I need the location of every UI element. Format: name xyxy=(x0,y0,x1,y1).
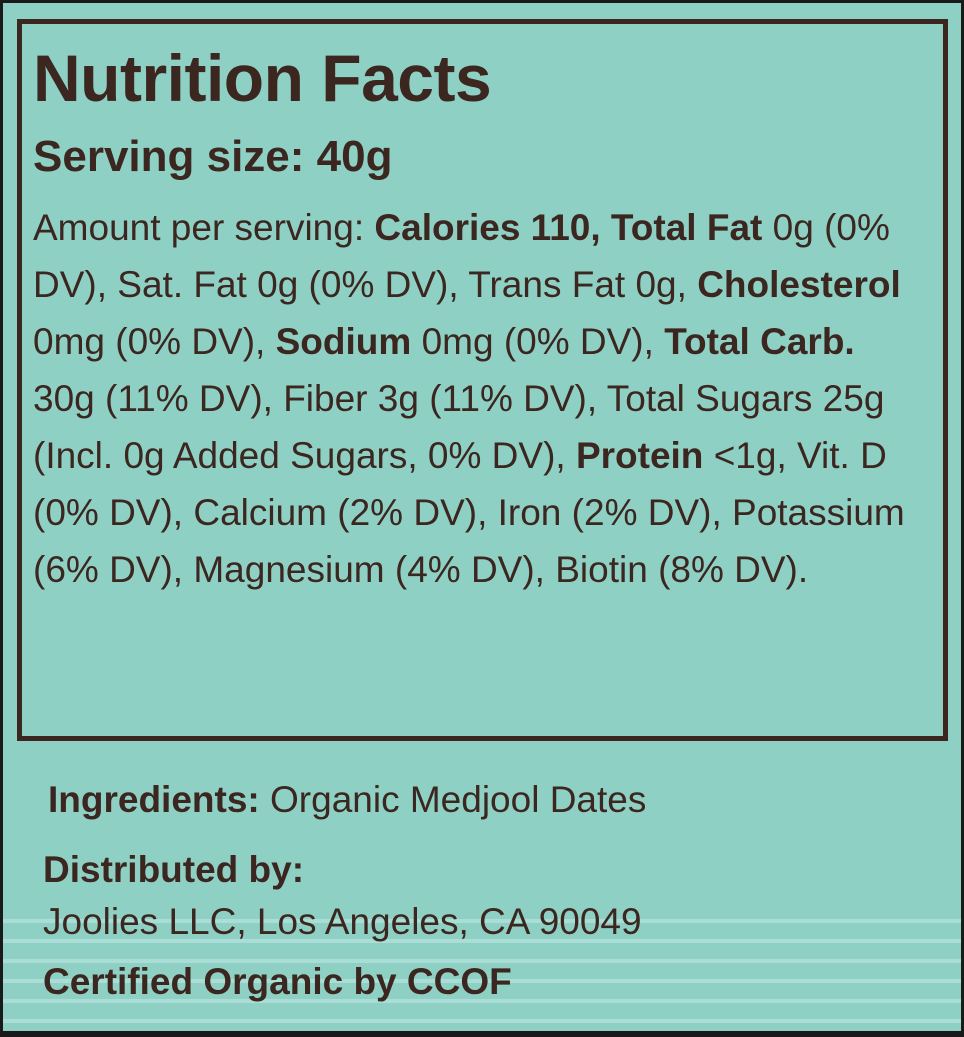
ingredients: Ingredients: Organic Medjool Dates xyxy=(48,781,646,818)
sodium-value: 0mg (0% DV), xyxy=(411,321,665,362)
serving-size: Serving size: 40g xyxy=(33,132,393,181)
calories-total-fat-label: Calories 110, Total Fat xyxy=(374,207,763,248)
protein-label: Protein xyxy=(575,435,704,476)
amount-per-serving: Amount per serving: Calories 110, Total … xyxy=(33,199,913,598)
ingredients-label: Ingredients: xyxy=(48,779,260,820)
distributor-label: Distributed by: xyxy=(43,849,305,890)
nutrition-facts-box xyxy=(17,19,948,741)
decorative-stripes xyxy=(3,903,961,1031)
ingredients-value: Organic Medjool Dates xyxy=(259,779,647,820)
certification: Certified Organic by CCOF xyxy=(43,961,512,1002)
nutrition-label-panel: Nutrition Facts Serving size: 40g Amount… xyxy=(3,3,961,1031)
protein-value: <1g, Vit. D (0% DV), Calcium (2% DV), Ir… xyxy=(33,435,905,590)
nutrition-facts-title: Nutrition Facts xyxy=(33,41,492,115)
cholesterol-value: 0mg (0% DV), xyxy=(33,321,276,362)
amount-intro: Amount per serving: xyxy=(33,207,375,248)
distributor-address: Joolies LLC, Los Angeles, CA 90049 xyxy=(43,901,642,942)
total-carb-value: 30g (11% DV), Fiber 3g (11% DV), Total S… xyxy=(33,378,885,476)
cholesterol-label: Cholesterol xyxy=(697,264,901,305)
sodium-label: Sodium xyxy=(275,321,412,362)
total-carb-label: Total Carb. xyxy=(664,321,855,362)
fat-detail: 0g (0% DV), Sat. Fat 0g (0% DV), Trans F… xyxy=(33,207,890,305)
